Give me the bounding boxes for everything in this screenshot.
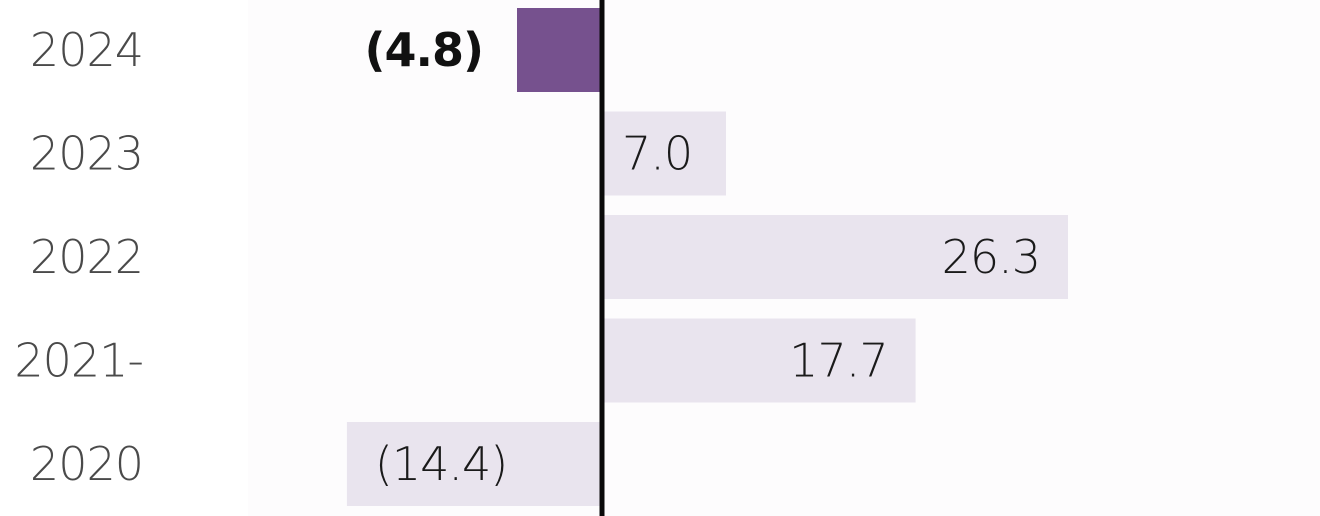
- category-label: 2023: [30, 127, 143, 181]
- bar-2022: [602, 215, 1068, 299]
- value-label: (4.8): [364, 23, 483, 77]
- bar-2024: [517, 8, 602, 92]
- value-label: 17.7: [789, 334, 887, 388]
- bar-2020: [346, 422, 602, 506]
- value-label: 26.3: [942, 230, 1040, 284]
- bar-2023: [602, 111, 726, 196]
- category-label: 2024: [30, 23, 143, 77]
- value-label: (14.4): [375, 437, 507, 491]
- value-label: 7.0: [622, 127, 692, 181]
- category-label: 2022: [30, 230, 143, 284]
- bar-2021: [602, 318, 916, 403]
- category-label: 2021-: [14, 334, 143, 388]
- category-label: 2020: [30, 437, 143, 491]
